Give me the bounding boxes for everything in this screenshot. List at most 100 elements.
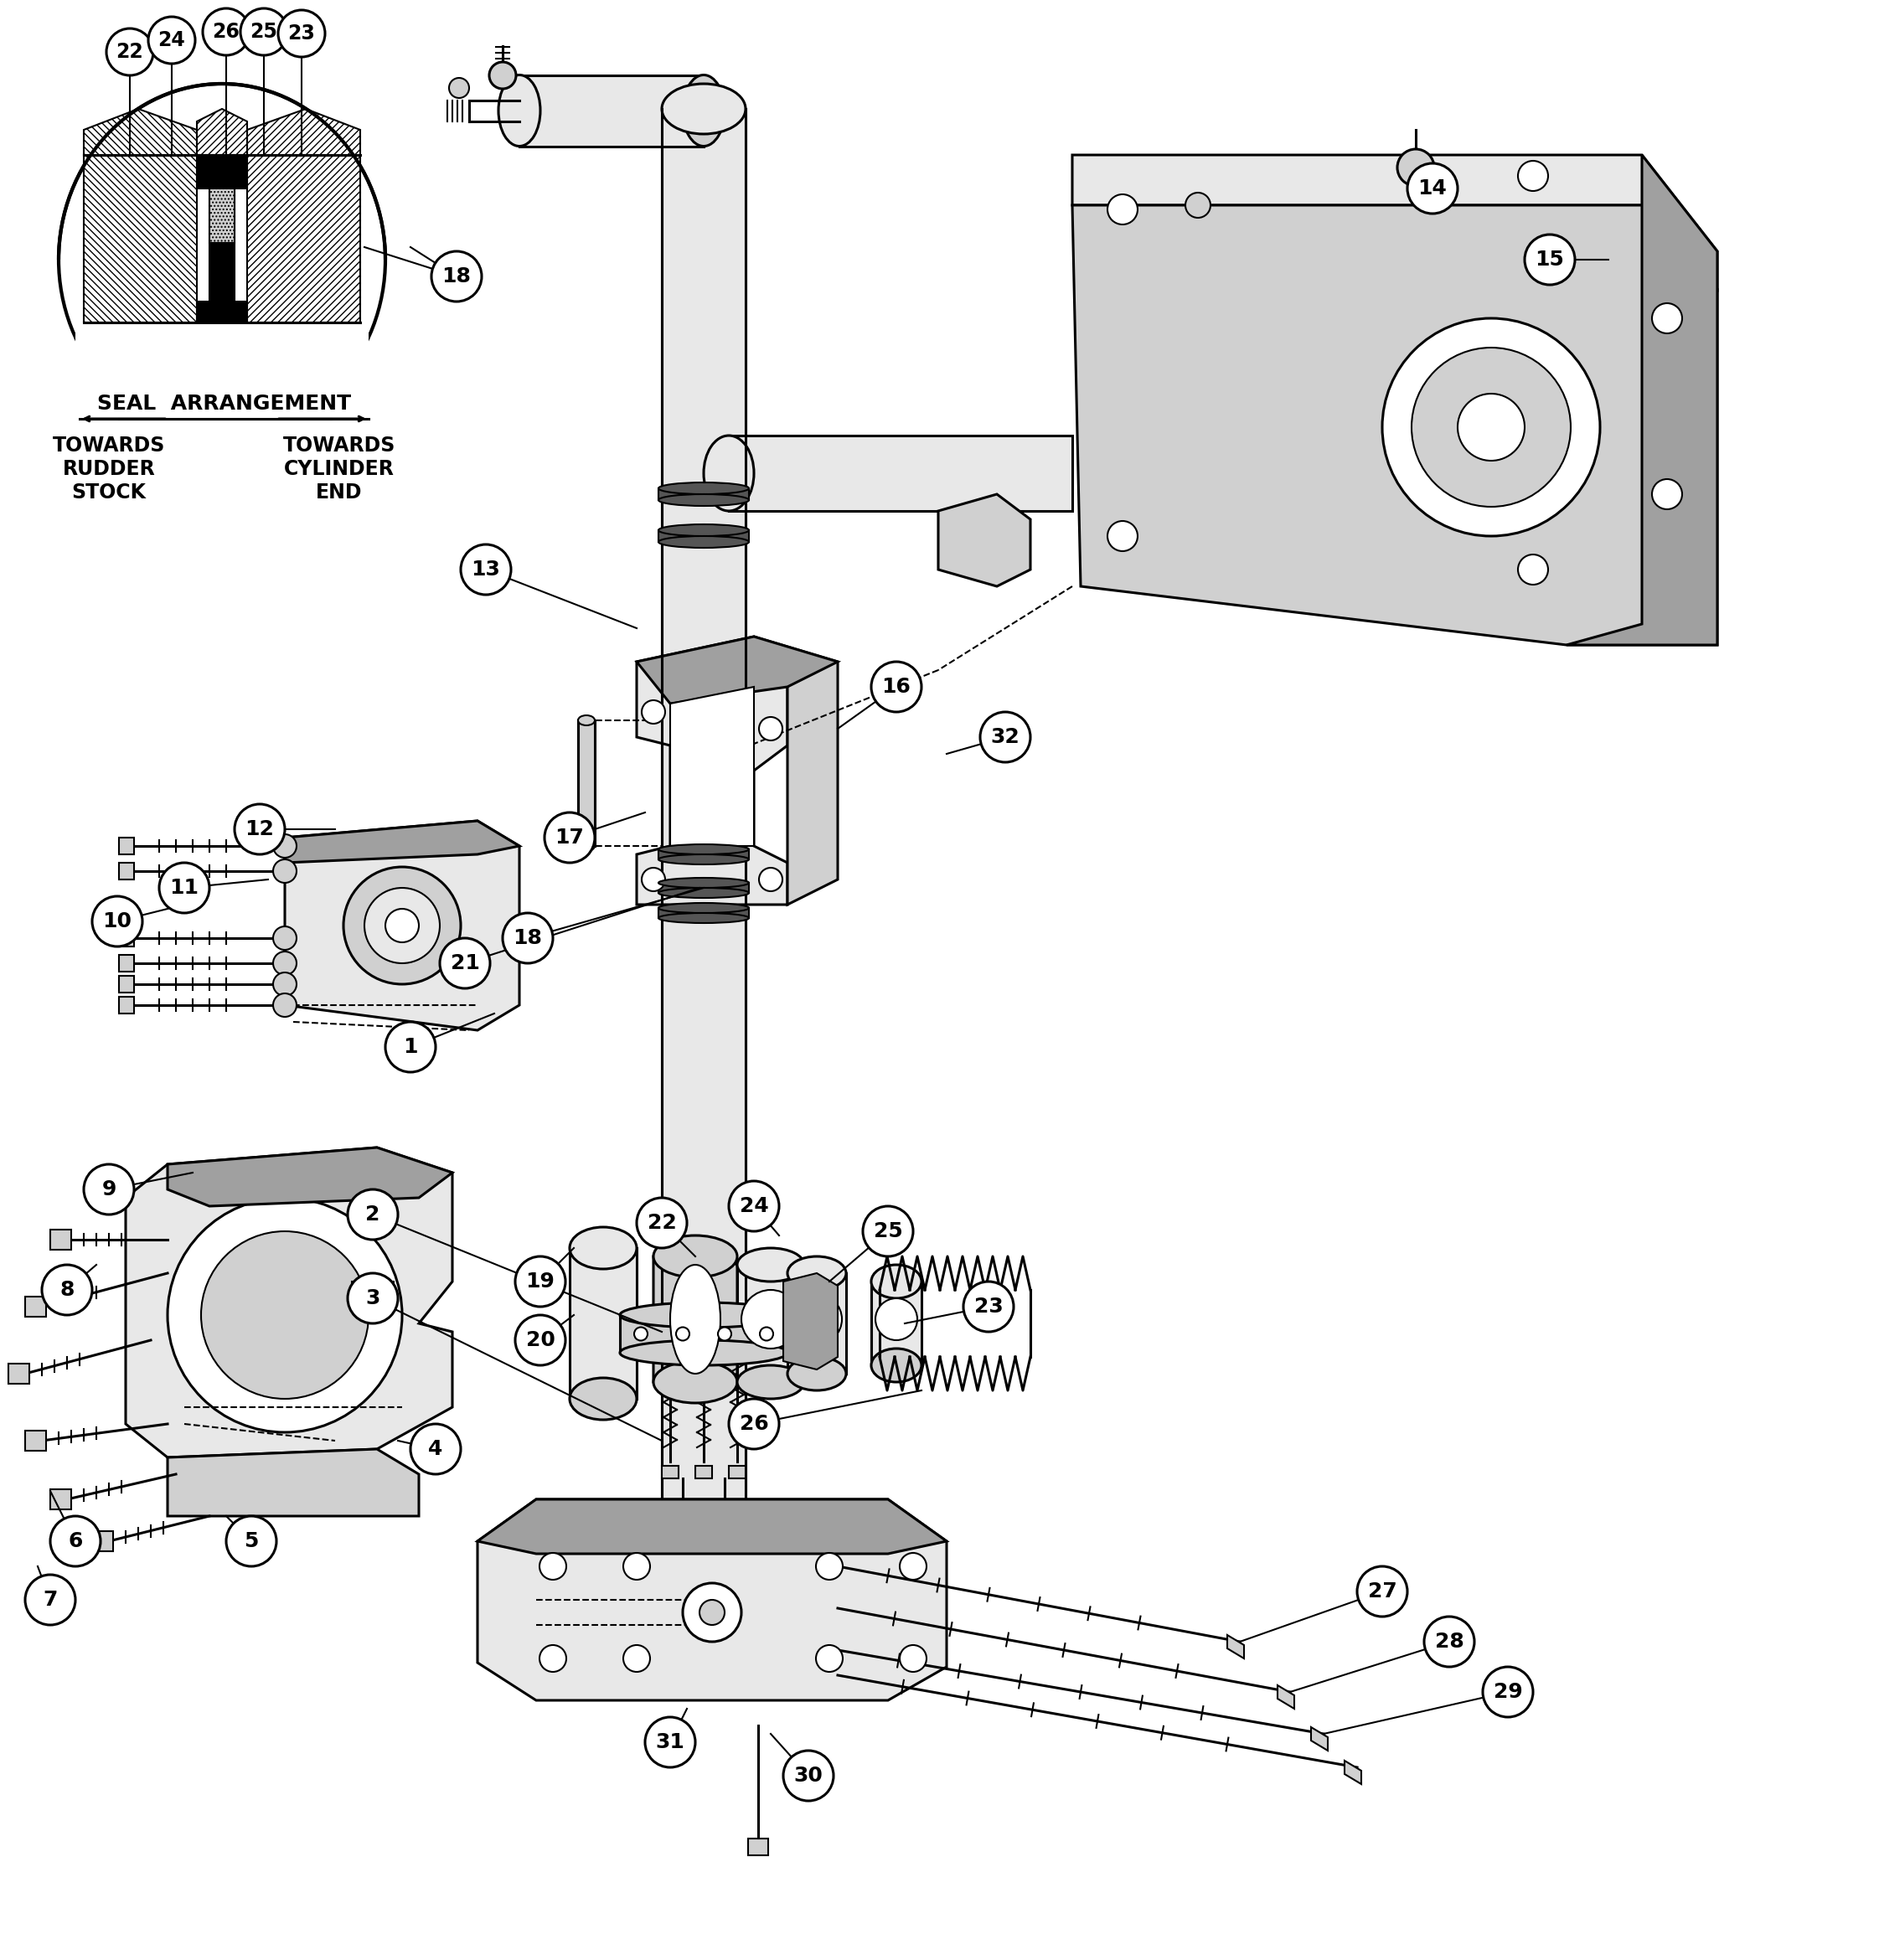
Ellipse shape (787, 1356, 846, 1390)
Circle shape (624, 1644, 650, 1672)
Ellipse shape (872, 1264, 921, 1298)
Ellipse shape (498, 74, 541, 147)
Ellipse shape (872, 1348, 921, 1382)
Circle shape (784, 1750, 834, 1801)
Circle shape (385, 909, 419, 943)
Polygon shape (1345, 1760, 1360, 1784)
Circle shape (1107, 194, 1137, 225)
Circle shape (1424, 1617, 1475, 1666)
Circle shape (759, 717, 782, 741)
Circle shape (272, 972, 297, 996)
Text: 26: 26 (740, 1413, 769, 1435)
Circle shape (964, 1282, 1013, 1331)
Polygon shape (75, 323, 368, 443)
Circle shape (1652, 304, 1682, 333)
Polygon shape (248, 155, 361, 323)
Text: 24: 24 (740, 1196, 769, 1217)
Polygon shape (118, 976, 133, 992)
Polygon shape (51, 1229, 71, 1250)
Circle shape (644, 1717, 695, 1768)
Polygon shape (569, 1249, 637, 1399)
Circle shape (633, 1327, 648, 1341)
Circle shape (203, 8, 250, 55)
Polygon shape (477, 1499, 947, 1701)
Polygon shape (695, 1466, 712, 1478)
Circle shape (676, 1327, 690, 1341)
Polygon shape (661, 1466, 678, 1478)
Polygon shape (787, 1274, 846, 1374)
Text: 5: 5 (244, 1531, 259, 1550)
Ellipse shape (682, 74, 725, 147)
Polygon shape (248, 110, 361, 155)
Polygon shape (519, 74, 703, 147)
Text: 9: 9 (101, 1180, 116, 1200)
Circle shape (545, 813, 596, 862)
Circle shape (759, 1327, 774, 1341)
Polygon shape (24, 1431, 47, 1450)
Text: 29: 29 (1494, 1682, 1522, 1701)
Polygon shape (1312, 1727, 1328, 1750)
Ellipse shape (737, 1249, 804, 1282)
Polygon shape (286, 821, 519, 1031)
Circle shape (1400, 151, 1432, 184)
Polygon shape (637, 637, 838, 704)
Text: 11: 11 (169, 878, 199, 898)
Circle shape (515, 1315, 566, 1366)
Circle shape (241, 8, 287, 55)
Circle shape (643, 868, 665, 892)
Circle shape (718, 1327, 731, 1341)
Circle shape (637, 1198, 688, 1249)
Polygon shape (85, 155, 197, 323)
Polygon shape (24, 1298, 47, 1317)
Circle shape (682, 1584, 742, 1642)
Text: 22: 22 (646, 1213, 676, 1233)
Circle shape (85, 1164, 133, 1215)
Text: 30: 30 (793, 1766, 823, 1786)
Circle shape (1483, 1666, 1533, 1717)
Circle shape (624, 1552, 650, 1580)
Polygon shape (118, 955, 133, 972)
Circle shape (699, 1599, 725, 1625)
Polygon shape (1227, 1635, 1244, 1658)
Ellipse shape (658, 878, 750, 888)
Text: 26: 26 (212, 22, 241, 41)
Circle shape (449, 78, 470, 98)
Circle shape (410, 1423, 460, 1474)
Polygon shape (753, 637, 838, 906)
Circle shape (385, 1021, 436, 1072)
Text: 8: 8 (60, 1280, 75, 1299)
Ellipse shape (58, 84, 385, 435)
Text: 18: 18 (513, 929, 543, 949)
Polygon shape (1278, 1686, 1295, 1709)
Circle shape (272, 835, 297, 858)
Polygon shape (8, 1364, 30, 1384)
Circle shape (201, 1231, 368, 1399)
Text: 15: 15 (1535, 249, 1565, 270)
Circle shape (272, 951, 297, 974)
Circle shape (759, 868, 782, 892)
Circle shape (24, 1574, 75, 1625)
Text: 4: 4 (428, 1439, 443, 1458)
Ellipse shape (671, 1264, 720, 1374)
Text: 24: 24 (158, 29, 186, 51)
Text: 27: 27 (1368, 1582, 1396, 1601)
Polygon shape (872, 1282, 921, 1366)
Text: 23: 23 (287, 24, 316, 43)
Ellipse shape (579, 715, 596, 725)
Polygon shape (671, 686, 753, 847)
Polygon shape (1567, 155, 1717, 645)
Polygon shape (1073, 155, 1717, 288)
Circle shape (872, 662, 921, 711)
Ellipse shape (658, 904, 750, 913)
Circle shape (729, 1399, 780, 1448)
Text: 17: 17 (554, 827, 584, 847)
Circle shape (862, 1205, 913, 1256)
Circle shape (539, 1552, 566, 1580)
Polygon shape (92, 1531, 113, 1550)
Polygon shape (167, 1147, 453, 1205)
Circle shape (235, 804, 286, 855)
Text: 12: 12 (244, 819, 274, 839)
Polygon shape (658, 907, 750, 917)
Ellipse shape (620, 1303, 787, 1327)
Circle shape (815, 1644, 844, 1672)
